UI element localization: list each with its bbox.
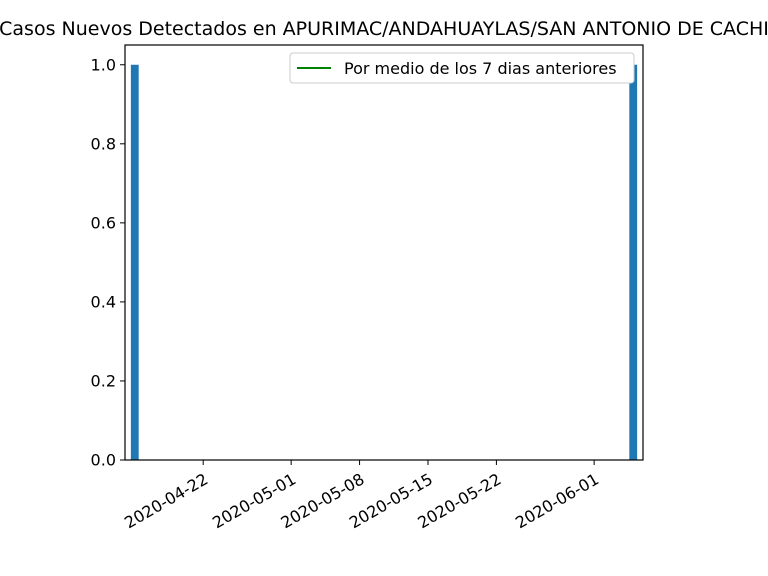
y-tick-label: 0.6 xyxy=(91,213,116,232)
chart-title: Casos Nuevos Detectados en APURIMAC/ANDA… xyxy=(0,18,768,40)
y-tick-label: 0.4 xyxy=(91,292,116,311)
y-tick-label: 0.2 xyxy=(91,371,116,390)
bars-layer xyxy=(130,64,638,460)
y-tick-label: 0.8 xyxy=(91,134,116,153)
plot-frame xyxy=(124,44,644,461)
y-axis: 0.0 0.2 0.4 0.6 0.8 1.0 xyxy=(91,55,125,470)
legend-label: Por medio de los 7 dias anteriores xyxy=(344,59,617,78)
bar xyxy=(629,64,638,460)
legend-box xyxy=(289,52,635,84)
y-tick-label: 1.0 xyxy=(91,55,116,74)
plot-area xyxy=(125,45,643,460)
bar xyxy=(130,64,139,460)
y-tick-label: 0.0 xyxy=(91,451,116,470)
legend: Por medio de los 7 dias anteriores xyxy=(289,52,635,84)
